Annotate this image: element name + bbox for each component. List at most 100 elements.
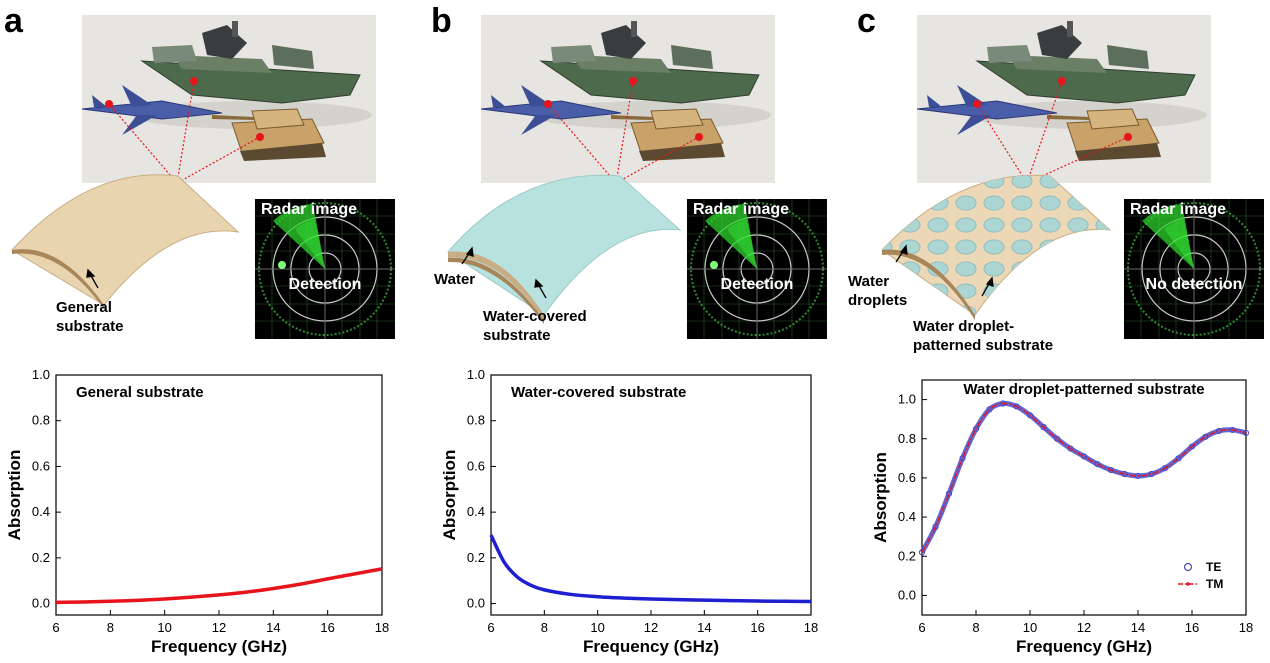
x-tick-label: 6 <box>487 620 494 635</box>
panel-letter-a: a <box>4 2 23 40</box>
data-point <box>1202 433 1209 440</box>
data-point <box>1053 435 1061 442</box>
panel-letter-c: c <box>857 2 876 40</box>
legend-label: TM <box>1206 577 1223 591</box>
chart-title: General substrate <box>76 384 204 401</box>
x-tick-label: 10 <box>157 620 171 635</box>
series-line <box>489 534 812 604</box>
x-tick-label: 14 <box>266 620 280 635</box>
y-tick-label: 1.0 <box>32 367 50 382</box>
callout-droplet-patterned-substrate: Water droplet- patterned substrate <box>913 318 1054 354</box>
radar-screen-icon: Radar image No detection <box>1123 198 1265 340</box>
x-tick-label: 6 <box>918 620 925 635</box>
x-tick-label: 14 <box>697 620 711 635</box>
x-tick-label: 12 <box>212 620 226 635</box>
chart-title: Water-covered substrate <box>511 384 686 401</box>
x-tick-label: 10 <box>1023 620 1037 635</box>
radar-screen-icon: Radar image Detection <box>254 198 396 340</box>
radar-screen-icon: Radar image Detection <box>686 198 828 340</box>
x-tick-label: 12 <box>644 620 658 635</box>
y-tick-label: 0.2 <box>32 550 50 565</box>
y-tick-label: 0.0 <box>32 596 50 611</box>
series-line <box>55 567 383 605</box>
y-tick-label: 1.0 <box>898 392 916 407</box>
x-tick-label: 8 <box>972 620 979 635</box>
x-tick-label: 16 <box>320 620 334 635</box>
legend-marker-dot <box>1186 582 1190 586</box>
x-tick-label: 12 <box>1077 620 1091 635</box>
data-point <box>945 490 953 497</box>
data-point <box>1094 461 1101 468</box>
curved-substrate-icon <box>881 174 1112 320</box>
y-axis-label: Absorption <box>440 450 459 541</box>
data-point <box>918 549 926 556</box>
data-point <box>1148 470 1155 478</box>
x-tick-label: 8 <box>107 620 114 635</box>
x-tick-label: 10 <box>590 620 604 635</box>
y-axis-label: Absorption <box>871 452 890 543</box>
radar-blip <box>278 261 286 269</box>
x-tick-label: 16 <box>750 620 764 635</box>
x-axis-label: Frequency (GHz) <box>583 637 719 656</box>
x-tick-label: 18 <box>375 620 389 635</box>
x-tick-label: 16 <box>1185 620 1199 635</box>
data-point <box>1040 423 1047 431</box>
y-tick-label: 0.8 <box>32 413 50 428</box>
absorption-charts: 6 8 10 12 14 16 18 0.0 0.2 0.4 0.6 0.8 1.0 Frequency … <box>5 367 1253 656</box>
y-tick-label: 0.8 <box>898 431 916 446</box>
y-tick-label: 0.4 <box>32 504 50 519</box>
y-tick-label: 0.2 <box>467 550 485 565</box>
x-axis-label: Frequency (GHz) <box>1016 637 1152 656</box>
series-line-TE <box>919 400 1247 554</box>
y-tick-label: 0.6 <box>467 458 485 473</box>
scene-illustration <box>81 15 376 184</box>
data-point <box>1080 453 1088 460</box>
callout-water-droplets: Water droplets <box>848 273 908 309</box>
substrate-illustrations <box>11 174 1112 324</box>
radar-blip <box>710 261 718 269</box>
chart-title: Water droplet-patterned substrate <box>963 381 1204 398</box>
data-point <box>972 425 980 433</box>
series-line-TM <box>921 402 1247 553</box>
scene-illustration <box>916 15 1211 184</box>
chart-3: 6 8 10 12 14 16 18 0.0 0.2 0.4 0.6 0.8 1.0 Frequency … <box>871 379 1253 656</box>
data-point <box>932 523 939 530</box>
y-tick-label: 0.4 <box>467 504 485 519</box>
data-point <box>959 455 966 462</box>
x-tick-label: 6 <box>52 620 59 635</box>
data-point <box>1161 465 1169 472</box>
x-tick-label: 18 <box>804 620 818 635</box>
plot-frame <box>921 379 1247 616</box>
radar-title: Radar image <box>1130 201 1227 218</box>
y-tick-label: 0.8 <box>467 413 485 428</box>
radar-title: Radar image <box>693 201 790 218</box>
curved-substrate-icon <box>11 174 240 309</box>
y-tick-label: 0.6 <box>32 458 50 473</box>
legend: TE TM <box>1178 560 1223 591</box>
data-point <box>1188 443 1196 450</box>
radar-status: No detection <box>1145 276 1243 293</box>
y-tick-label: 0.0 <box>467 596 485 611</box>
radar-title: Radar image <box>261 201 358 218</box>
scene-illustration <box>480 15 775 184</box>
curved-substrate-icon <box>447 174 682 324</box>
y-tick-label: 1.0 <box>467 367 485 382</box>
callout-water: Water <box>434 271 476 288</box>
data-point <box>986 406 993 413</box>
x-tick-label: 18 <box>1239 620 1253 635</box>
callout-general-substrate: General substrate <box>56 299 124 335</box>
radar-status: Detection <box>720 276 794 293</box>
radar-status: Detection <box>288 276 362 293</box>
chart-2: 6 8 10 12 14 16 18 0.0 0.2 0.4 0.6 0.8 1.0 Frequency … <box>440 367 818 656</box>
plot-frame <box>490 374 812 616</box>
data-point <box>1107 466 1115 474</box>
y-tick-label: 0.2 <box>898 548 916 563</box>
y-axis-label: Absorption <box>5 450 24 541</box>
x-tick-label: 14 <box>1131 620 1145 635</box>
x-tick-label: 8 <box>541 620 548 635</box>
data-point <box>1026 412 1034 419</box>
data-point <box>1013 403 1020 410</box>
panel-letter-b: b <box>431 2 452 40</box>
legend-marker <box>1183 562 1193 572</box>
legend-label: TE <box>1206 560 1221 574</box>
